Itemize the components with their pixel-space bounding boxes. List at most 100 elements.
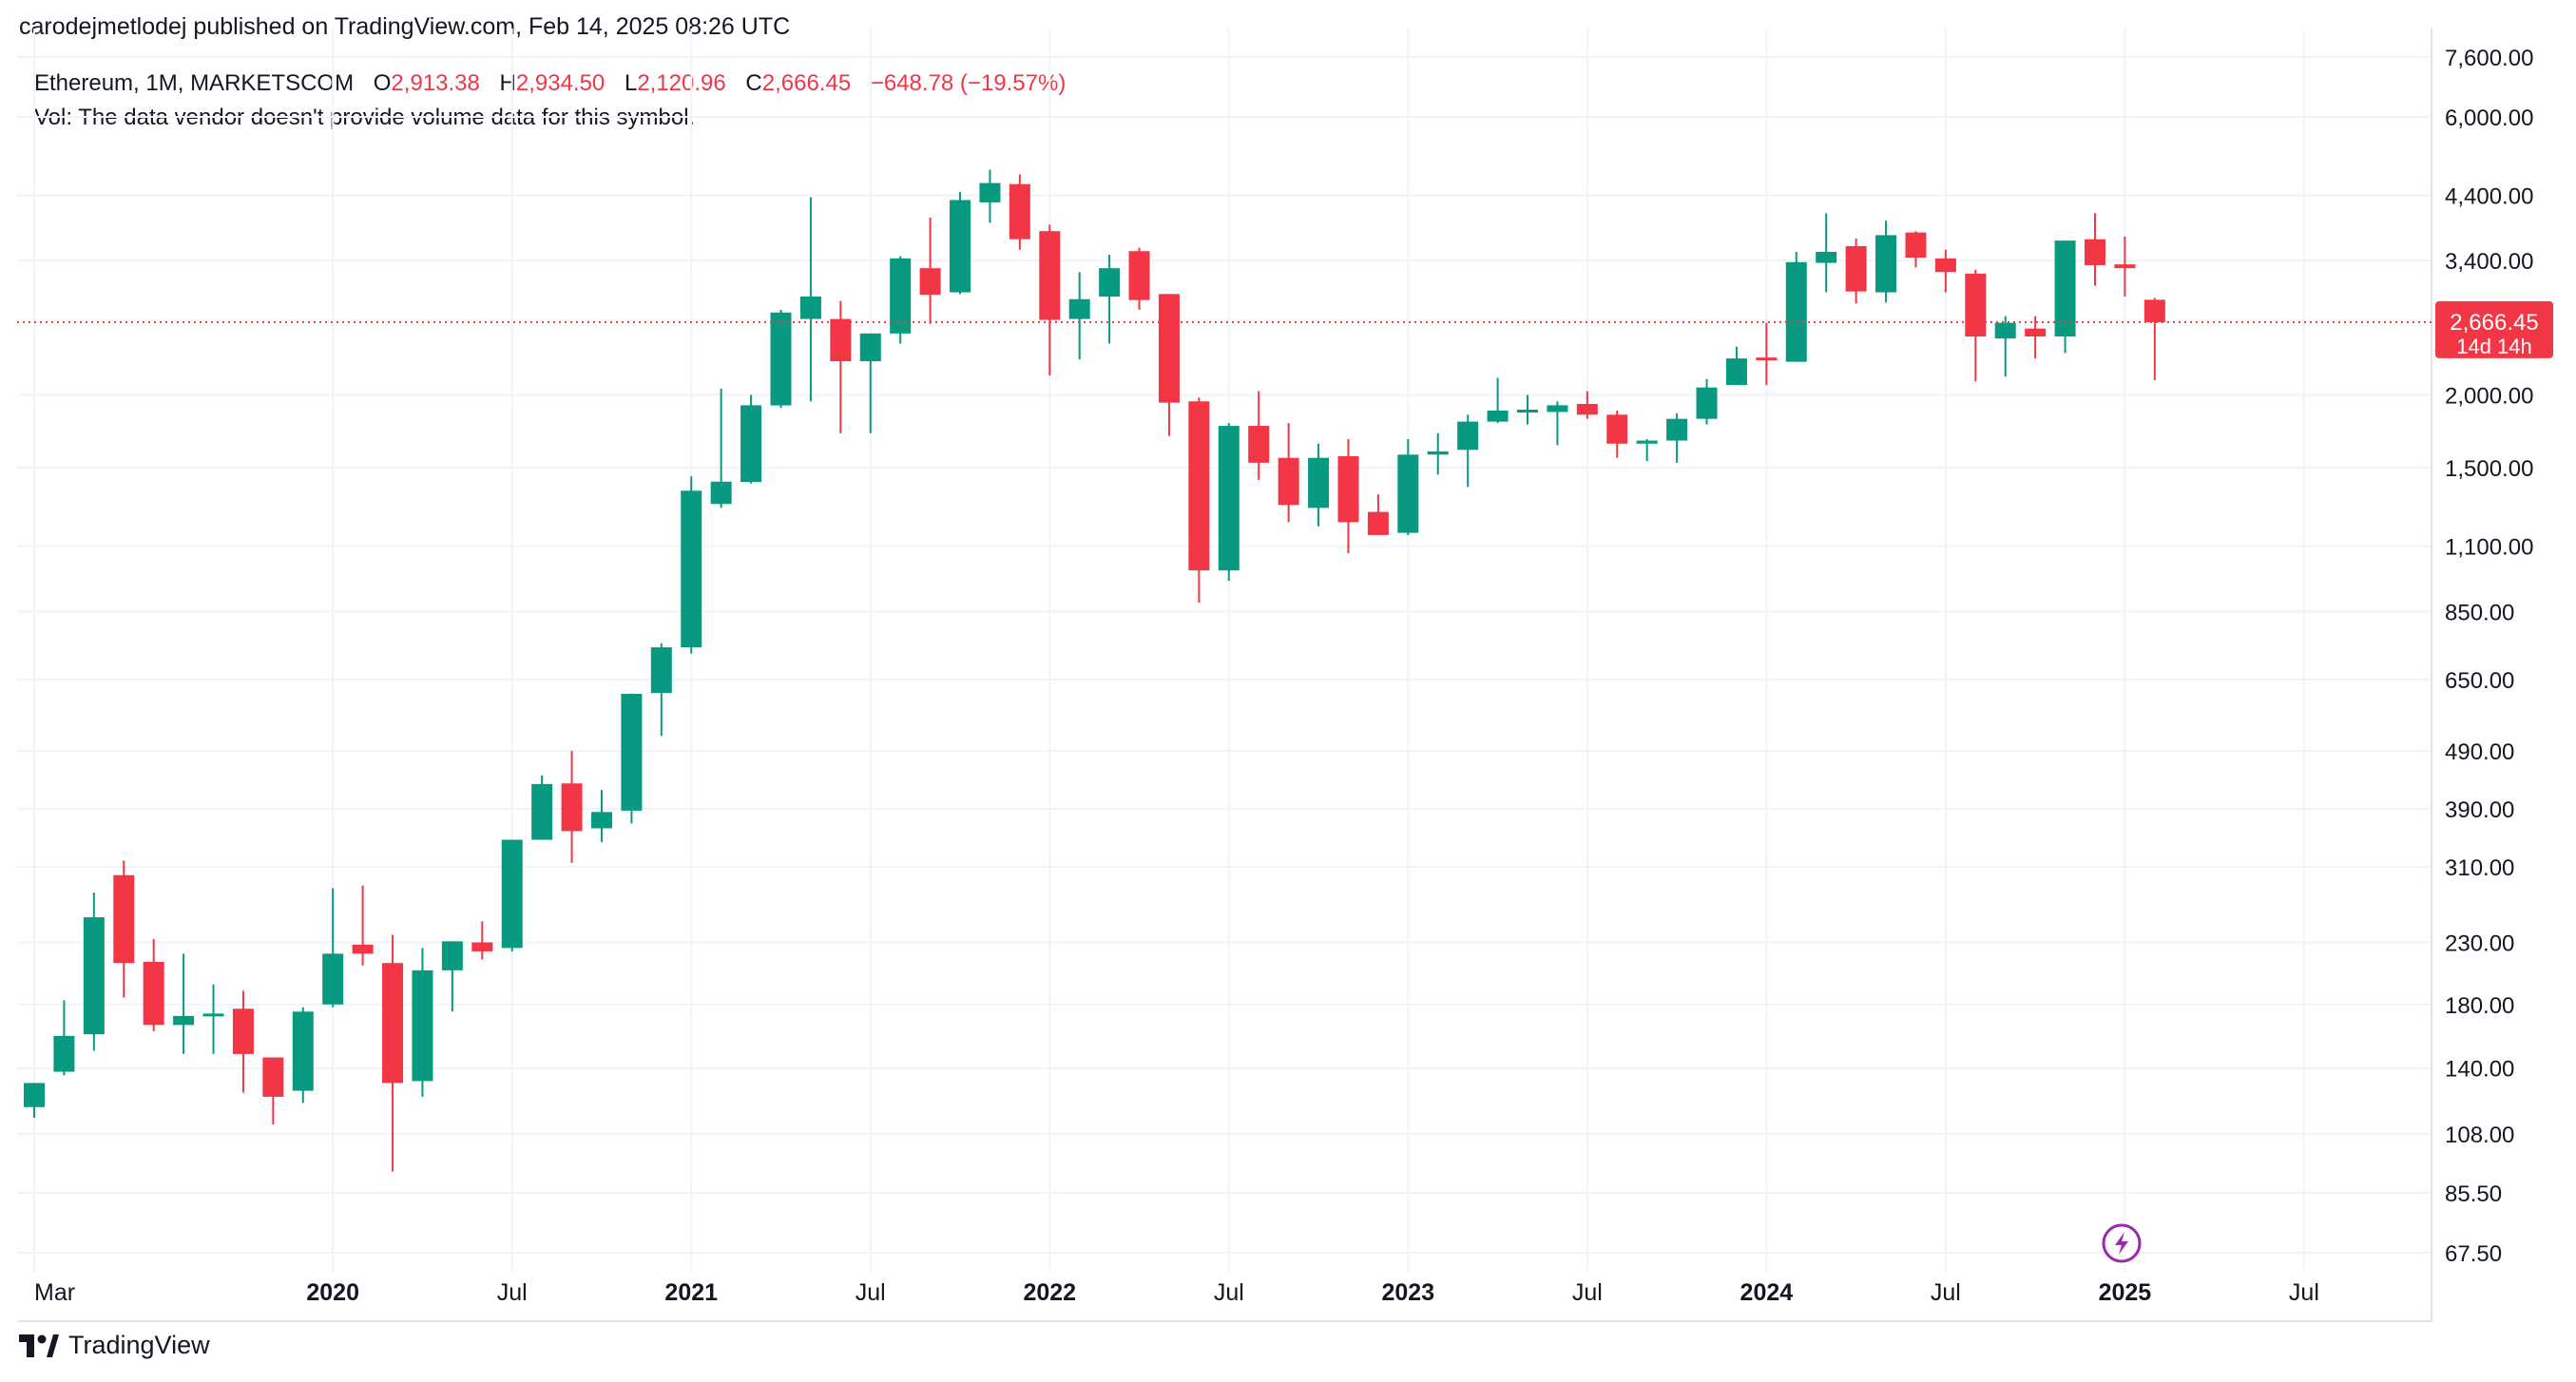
candle-body[interactable] <box>1785 261 1807 362</box>
x-tick-label: 2021 <box>664 1279 718 1306</box>
candle-body[interactable] <box>1994 322 2016 339</box>
candle-body[interactable] <box>143 961 164 1026</box>
high-value: 2,934.50 <box>515 70 606 96</box>
y-tick-label: 230.00 <box>2445 931 2514 957</box>
symbol-name[interactable]: Ethereum, 1M, MARKETSCOM <box>34 70 355 96</box>
candle-body[interactable] <box>770 312 792 406</box>
footer-brand-label: TradingView <box>68 1331 210 1359</box>
candle-body[interactable] <box>232 1008 254 1054</box>
candle-body[interactable] <box>1099 268 1121 298</box>
x-tick-label: Jul <box>497 1279 528 1306</box>
candle-body[interactable] <box>1875 235 1897 293</box>
candle-body[interactable] <box>1068 298 1090 319</box>
candle-body[interactable] <box>2114 264 2136 269</box>
x-tick-label: Jul <box>1572 1279 1603 1306</box>
candle-body[interactable] <box>1547 405 1568 413</box>
candle-body[interactable] <box>1487 411 1509 422</box>
candle-body[interactable] <box>1308 457 1330 509</box>
candle-body[interactable] <box>24 1083 45 1107</box>
candle-body[interactable] <box>1845 245 1867 292</box>
candle-body[interactable] <box>799 297 821 319</box>
tradingview-logo-icon <box>19 1334 59 1357</box>
y-tick-label: 850.00 <box>2445 600 2514 625</box>
x-tick-label: 2022 <box>1023 1279 1076 1306</box>
y-tick-label: 67.50 <box>2445 1241 2502 1267</box>
candle-body[interactable] <box>1517 410 1538 413</box>
low-value: 2,120.96 <box>637 70 726 96</box>
candle-body[interactable] <box>1427 451 1449 455</box>
candle-body[interactable] <box>740 405 762 483</box>
candle-body[interactable] <box>2084 239 2105 265</box>
candle-body[interactable] <box>590 812 612 829</box>
candle-body[interactable] <box>531 783 553 840</box>
y-tick-label: 4,400.00 <box>2445 184 2533 210</box>
x-tick-label: Jul <box>1931 1279 1961 1306</box>
low-label: L <box>624 70 638 96</box>
y-tick-label: 6,000.00 <box>2445 106 2533 131</box>
candle-body[interactable] <box>979 182 1001 202</box>
candle-body[interactable] <box>173 1015 195 1026</box>
candle-body[interactable] <box>621 694 643 811</box>
candle-body[interactable] <box>1009 183 1030 240</box>
candle-body[interactable] <box>113 874 135 964</box>
candle-body[interactable] <box>1128 251 1150 300</box>
candle-body[interactable] <box>1725 358 1747 386</box>
candle-body[interactable] <box>83 917 105 1035</box>
candle-body[interactable] <box>1218 426 1240 571</box>
candle-body[interactable] <box>710 481 732 505</box>
candle-body[interactable] <box>1696 387 1718 419</box>
candle-body[interactable] <box>650 647 672 694</box>
candle-body[interactable] <box>1039 231 1061 320</box>
candle-body[interactable] <box>1905 232 1927 259</box>
candle-body[interactable] <box>919 268 941 296</box>
candle-body[interactable] <box>1397 454 1419 533</box>
candle-body[interactable] <box>501 839 523 949</box>
x-tick-label: 2025 <box>2099 1279 2152 1306</box>
candle-body[interactable] <box>1457 421 1479 451</box>
candle-body[interactable] <box>1367 511 1389 535</box>
candle-body[interactable] <box>1606 414 1628 444</box>
y-tick-label: 2,000.00 <box>2445 384 2533 410</box>
candle-body[interactable] <box>471 942 493 951</box>
candle-body[interactable] <box>1278 457 1299 506</box>
candle-body[interactable] <box>1188 401 1210 571</box>
candle-body[interactable] <box>890 258 912 334</box>
candle-body[interactable] <box>352 944 374 954</box>
y-tick-label: 1,500.00 <box>2445 456 2533 482</box>
candle-body[interactable] <box>950 200 971 293</box>
candle-body[interactable] <box>292 1011 314 1091</box>
candle-body[interactable] <box>53 1035 75 1072</box>
candle-body[interactable] <box>2143 299 2165 322</box>
candle-body[interactable] <box>1965 273 1987 336</box>
y-tick-label: 650.00 <box>2445 668 2514 694</box>
candle-body[interactable] <box>1934 258 1956 273</box>
candle-body[interactable] <box>561 783 583 832</box>
candle-body[interactable] <box>1248 426 1270 463</box>
x-tick-label: 2023 <box>1382 1279 1435 1306</box>
price-tag-countdown: 14d 14h <box>2456 335 2532 358</box>
candle-body[interactable] <box>412 969 433 1082</box>
candle-body[interactable] <box>830 318 852 362</box>
y-tick-label: 140.00 <box>2445 1057 2514 1083</box>
y-tick-label: 108.00 <box>2445 1123 2514 1148</box>
candle-body[interactable] <box>1666 418 1688 441</box>
candle-body[interactable] <box>2025 328 2047 336</box>
candle-body[interactable] <box>1636 440 1658 444</box>
candle-body[interactable] <box>1816 251 1837 263</box>
candle-body[interactable] <box>1576 404 1598 415</box>
candle-body[interactable] <box>262 1057 284 1097</box>
lightning-bolt-icon <box>2115 1232 2128 1255</box>
candle-body[interactable] <box>1158 294 1180 403</box>
candle-body[interactable] <box>2054 240 2076 336</box>
footer-brand[interactable]: TradingView <box>19 1331 210 1360</box>
candle-body[interactable] <box>382 963 404 1084</box>
candle-body[interactable] <box>859 333 881 362</box>
candle-body[interactable] <box>1756 357 1778 361</box>
candle-body[interactable] <box>441 941 463 970</box>
candle-body[interactable] <box>1337 455 1359 523</box>
candle-body[interactable] <box>322 953 344 1005</box>
candle-body[interactable] <box>681 490 702 648</box>
candle-body[interactable] <box>202 1013 224 1017</box>
x-tick-label: Jul <box>855 1279 886 1306</box>
